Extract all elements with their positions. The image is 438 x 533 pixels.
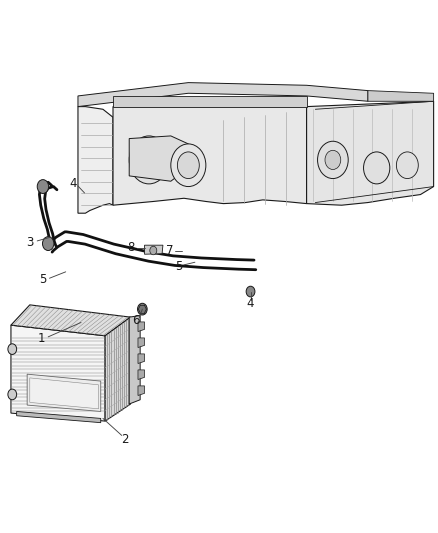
Polygon shape: [368, 91, 434, 101]
Text: 6: 6: [132, 314, 140, 327]
Polygon shape: [17, 411, 101, 423]
Polygon shape: [138, 338, 145, 348]
Text: 7: 7: [166, 244, 174, 257]
Polygon shape: [113, 107, 307, 205]
Text: 4: 4: [247, 297, 254, 310]
Polygon shape: [11, 305, 131, 336]
Polygon shape: [105, 317, 131, 421]
Circle shape: [396, 152, 418, 179]
Circle shape: [129, 136, 169, 184]
Circle shape: [364, 152, 390, 184]
Text: 4: 4: [70, 177, 78, 190]
Circle shape: [8, 389, 17, 400]
Circle shape: [37, 180, 49, 193]
Circle shape: [150, 246, 157, 255]
Text: 5: 5: [39, 273, 46, 286]
Circle shape: [42, 237, 54, 251]
Polygon shape: [307, 101, 434, 205]
Text: 2: 2: [121, 433, 129, 446]
Polygon shape: [138, 370, 145, 379]
Polygon shape: [129, 316, 140, 404]
Text: 8: 8: [127, 241, 134, 254]
Polygon shape: [78, 107, 113, 213]
Circle shape: [171, 144, 206, 187]
Polygon shape: [27, 374, 101, 411]
Polygon shape: [11, 325, 105, 421]
Circle shape: [177, 152, 199, 179]
Polygon shape: [30, 378, 99, 409]
Circle shape: [136, 144, 162, 176]
Polygon shape: [78, 83, 368, 107]
Circle shape: [138, 303, 147, 315]
Polygon shape: [138, 354, 145, 364]
Polygon shape: [145, 245, 163, 254]
Text: 1: 1: [38, 332, 46, 345]
Text: 3: 3: [26, 236, 33, 249]
Circle shape: [318, 141, 348, 179]
Polygon shape: [129, 136, 188, 181]
Circle shape: [325, 150, 341, 169]
Circle shape: [8, 344, 17, 354]
Polygon shape: [138, 322, 145, 332]
Polygon shape: [113, 96, 307, 107]
Circle shape: [246, 286, 255, 297]
Polygon shape: [138, 386, 145, 395]
Text: 5: 5: [175, 260, 182, 273]
